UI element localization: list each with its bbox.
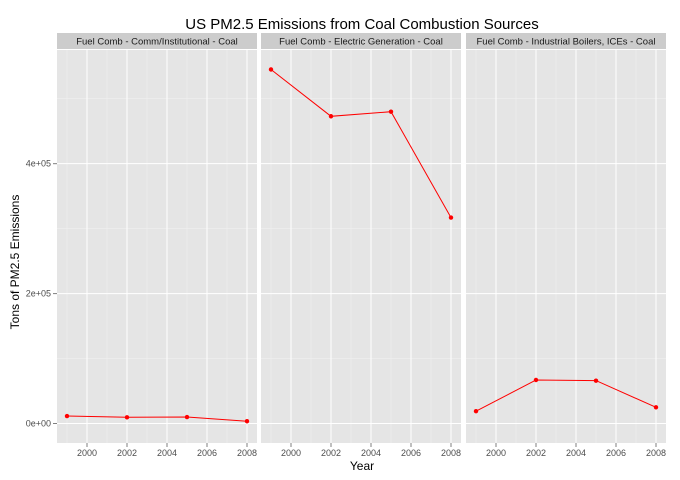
series-line xyxy=(270,69,452,218)
panel-background xyxy=(466,50,666,443)
x-tick-label: 2002 xyxy=(117,448,137,458)
data-point xyxy=(593,378,599,383)
x-tick-label: 2008 xyxy=(646,448,666,458)
x-axis-title: Year xyxy=(350,459,374,473)
facet-strip xyxy=(57,33,257,49)
x-tick-label: 2002 xyxy=(526,448,546,458)
facet-panel-2: Fuel Comb - Electric Generation - Coal 20… xyxy=(261,33,461,458)
data-point xyxy=(124,415,130,420)
x-tick-label: 2002 xyxy=(321,448,341,458)
data-point xyxy=(244,419,250,424)
data-point xyxy=(448,215,454,220)
x-tick-label: 2008 xyxy=(237,448,257,458)
data-point xyxy=(653,405,659,410)
x-tick-label: 2000 xyxy=(281,448,301,458)
facet-strip xyxy=(466,33,666,49)
x-tick-label: 2004 xyxy=(361,448,381,458)
x-tick-label: 2000 xyxy=(486,448,506,458)
data-point xyxy=(328,114,334,119)
data-point xyxy=(533,377,539,383)
series-line xyxy=(66,415,248,422)
y-tick-label: 2e+05 xyxy=(26,289,51,299)
data-point xyxy=(388,109,394,114)
panel-background xyxy=(57,50,257,443)
data-point xyxy=(473,408,479,414)
facet-strip-label: Fuel Comb - Comm/Institutional - Coal xyxy=(76,37,238,48)
panel-background xyxy=(261,50,461,443)
x-tick-label: 2006 xyxy=(401,448,421,458)
x-tick-label: 2006 xyxy=(197,448,217,458)
facet-strip-label: Fuel Comb - Industrial Boilers, ICEs - C… xyxy=(477,37,656,48)
facet-panels: Fuel Comb - Comm/Institutional - Coal 200… xyxy=(57,33,666,458)
y-tick-label: 4e+05 xyxy=(26,159,51,169)
data-point xyxy=(184,414,190,420)
data-point xyxy=(64,413,70,419)
y-axis: 0e+00 2e+05 4e+05 xyxy=(26,159,57,429)
y-tick-label: 0e+00 xyxy=(26,419,51,429)
facet-strip xyxy=(261,33,461,49)
facet-panel-3: Fuel Comb - Industrial Boilers, ICEs - C… xyxy=(466,33,666,458)
x-tick-label: 2000 xyxy=(77,448,97,458)
x-tick-label: 2006 xyxy=(606,448,626,458)
x-tick-label: 2008 xyxy=(441,448,461,458)
x-tick-label: 2004 xyxy=(566,448,586,458)
facet-strip-label: Fuel Comb - Electric Generation - Coal xyxy=(279,37,443,48)
data-point xyxy=(268,67,274,72)
series-line xyxy=(475,379,657,412)
x-tick-label: 2004 xyxy=(157,448,177,458)
chart-title: US PM2.5 Emissions from Coal Combustion … xyxy=(185,16,538,33)
y-axis-title: Tons of PM2.5 Emissions xyxy=(8,195,22,330)
facet-panel-1: Fuel Comb - Comm/Institutional - Coal 200… xyxy=(57,33,257,458)
